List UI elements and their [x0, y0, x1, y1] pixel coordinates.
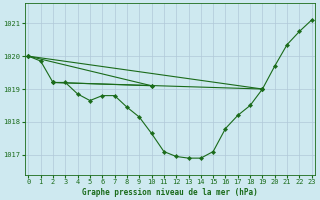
X-axis label: Graphe pression niveau de la mer (hPa): Graphe pression niveau de la mer (hPa): [82, 188, 258, 197]
